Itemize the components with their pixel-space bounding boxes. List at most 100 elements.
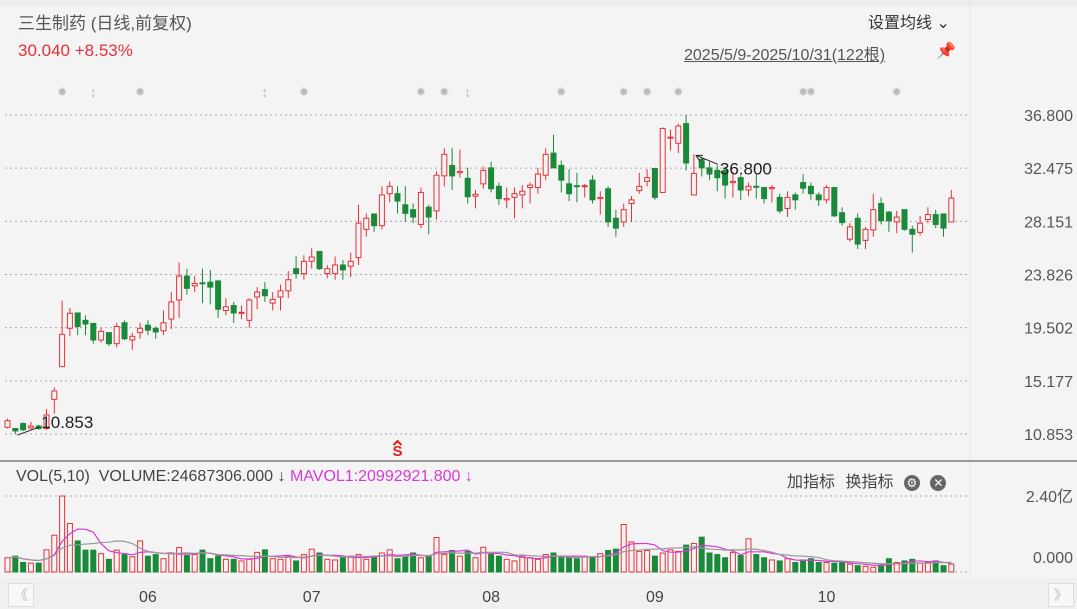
candle — [316, 250, 323, 270]
volume-bar — [129, 556, 136, 573]
candle — [870, 193, 877, 237]
candle-body — [745, 185, 752, 191]
volume-bar — [160, 558, 167, 573]
price-tick-label: 19.502 — [1024, 321, 1073, 338]
candle — [558, 160, 565, 193]
candle — [683, 115, 690, 171]
candle-body — [597, 196, 604, 200]
candle — [332, 256, 339, 280]
volume-bar — [722, 557, 729, 573]
candle-body — [917, 222, 924, 233]
volume-bar — [831, 562, 838, 573]
candle-body — [98, 330, 105, 341]
candle — [932, 209, 939, 229]
volume-bar — [152, 554, 159, 573]
volume-tick-label: 0.000 — [1033, 550, 1073, 567]
candle — [160, 310, 167, 336]
event-split-icon: ↕ — [261, 84, 268, 100]
volume-bar — [815, 562, 822, 573]
volume-bar — [480, 546, 487, 573]
candle — [644, 169, 651, 187]
candle — [589, 175, 596, 204]
volume-bar — [612, 548, 619, 573]
date-range-link[interactable]: 2025/5/9-2025/10/31(122根) — [684, 47, 886, 64]
scroll-right-button[interactable]: 》 — [1048, 583, 1074, 607]
candle — [511, 187, 518, 219]
price-tick-label: 28.151 — [1024, 214, 1073, 231]
candle-body — [722, 169, 729, 186]
candle-body — [534, 173, 541, 189]
candle — [815, 192, 822, 206]
candle-body — [792, 194, 799, 201]
volume-bar — [66, 523, 73, 573]
add-indicator-button[interactable]: 加指标 — [787, 474, 836, 491]
candle-body — [378, 194, 385, 227]
candle-body — [807, 185, 814, 195]
candle-body — [230, 305, 237, 314]
close-icon[interactable]: ✕ — [930, 474, 947, 491]
candle — [893, 210, 900, 234]
candle — [43, 408, 50, 430]
scroll-left-button[interactable]: 《 — [8, 583, 34, 607]
candle — [745, 182, 752, 197]
candle-body — [675, 125, 682, 144]
candle-body — [909, 228, 916, 235]
volume-bar — [472, 557, 479, 573]
price-tick-label: 36.800 — [1024, 108, 1073, 125]
candle — [573, 172, 580, 203]
ma-settings-dropdown[interactable]: 设置均线 ⌄ — [868, 9, 950, 33]
candle — [550, 134, 557, 169]
candle — [425, 204, 432, 235]
candle — [285, 271, 292, 299]
candle — [144, 320, 151, 336]
candle — [183, 268, 190, 295]
candle — [768, 185, 775, 203]
candle — [792, 192, 799, 210]
candle-body — [651, 167, 658, 198]
candle — [402, 186, 409, 222]
high-label: 36.800 — [720, 159, 772, 178]
volume-bar — [792, 562, 799, 573]
candle-body — [558, 164, 565, 181]
volume-bar — [659, 552, 666, 573]
volume-bar — [90, 549, 97, 573]
switch-indicator-button[interactable]: 换指标 — [845, 474, 894, 491]
volume-bar — [573, 558, 580, 573]
volume-bar — [402, 556, 409, 573]
candle — [386, 181, 393, 203]
candle-body — [761, 187, 768, 200]
candle-body — [706, 167, 713, 175]
volume-bar — [74, 540, 81, 573]
gear-icon[interactable]: ⚙ — [903, 474, 920, 491]
volume-bar — [386, 549, 393, 573]
candle-body — [238, 311, 245, 314]
candle — [651, 167, 658, 200]
candle — [308, 247, 315, 269]
candle-body — [410, 209, 417, 218]
candle-body — [893, 216, 900, 223]
candle — [378, 186, 385, 230]
candle-body — [566, 183, 573, 195]
high-arrow — [695, 154, 719, 165]
candle — [901, 209, 908, 231]
volume-bar — [371, 555, 378, 573]
volume-bar — [503, 558, 510, 573]
low-arrow — [17, 426, 40, 436]
candle — [261, 282, 268, 302]
candle-body — [831, 187, 838, 217]
signal-arrow-icon — [392, 439, 403, 446]
candle-body — [425, 206, 432, 218]
volume-bar — [113, 549, 120, 573]
event-star-icon: ✹ — [556, 85, 566, 99]
candle — [948, 189, 955, 223]
volume-bar — [807, 558, 814, 573]
volume-bar — [207, 558, 214, 573]
candle — [129, 332, 136, 350]
pin-icon[interactable]: 📌 — [936, 43, 956, 60]
candle-body — [160, 322, 167, 332]
volume-bar — [675, 550, 682, 573]
candle — [807, 182, 814, 200]
candle — [761, 186, 768, 204]
volume-bar — [199, 549, 206, 573]
